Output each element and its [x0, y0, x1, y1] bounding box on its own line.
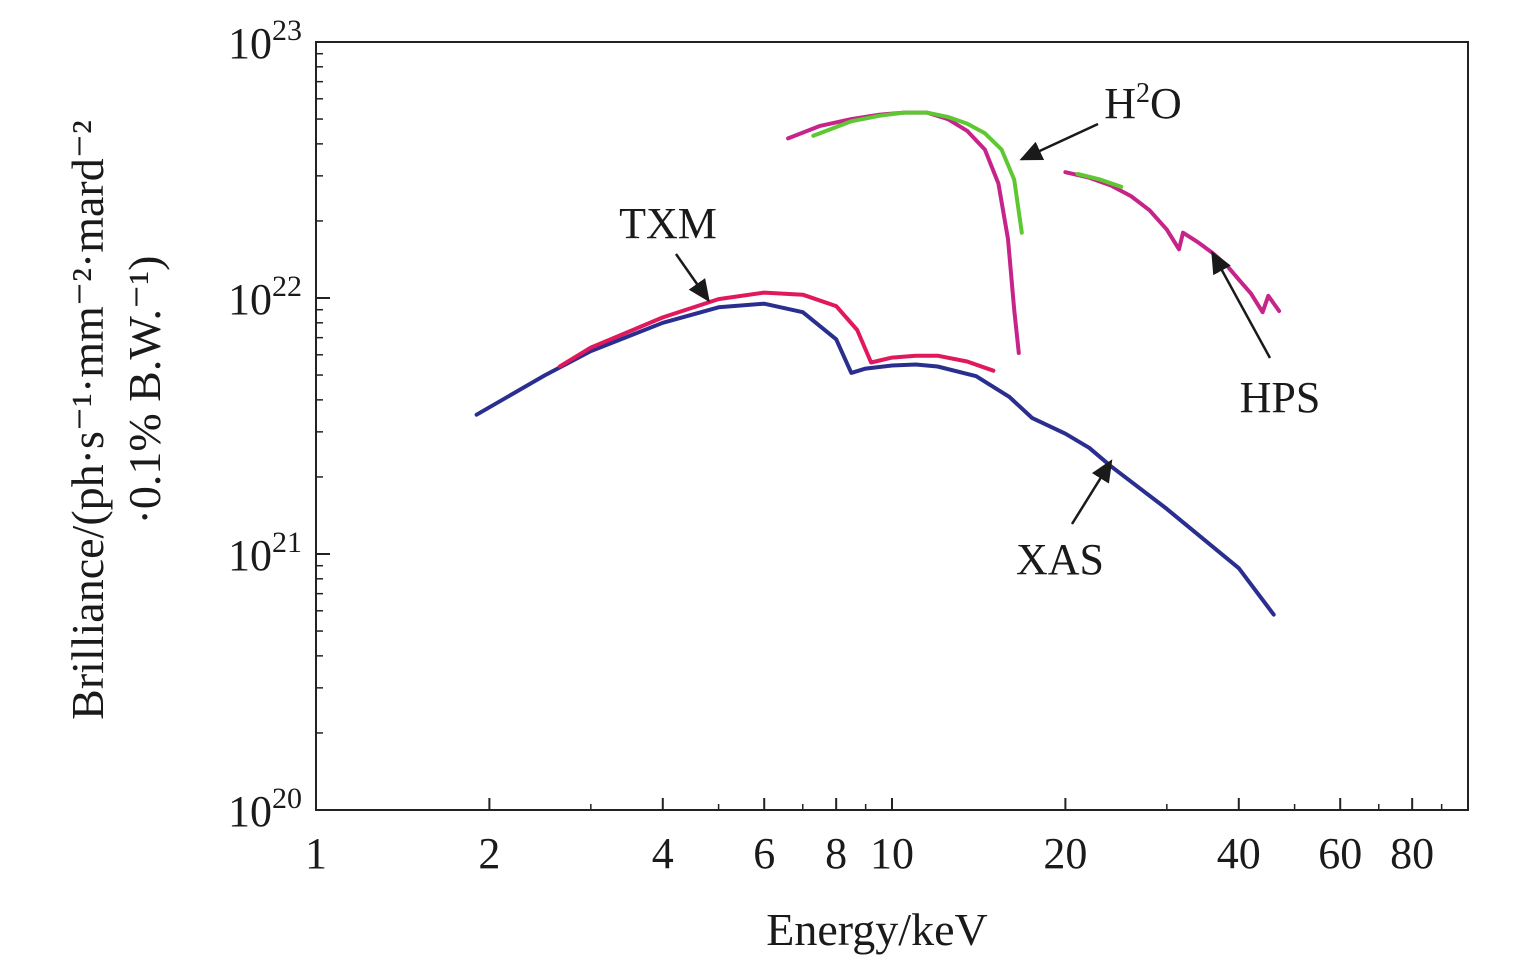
x-tick-label: 20: [1043, 829, 1087, 878]
series-line-h2o: [786, 110, 1021, 355]
x-tick-label: 4: [652, 829, 674, 878]
series-line-xas: [474, 301, 1276, 617]
annotation-label-xas: XAS: [1016, 535, 1104, 584]
x-tick-label: 60: [1318, 829, 1362, 878]
annotation-label-hps: HPS: [1240, 373, 1321, 422]
annotation-label-txm: TXM: [619, 199, 717, 248]
x-tick-label: 2: [478, 829, 500, 878]
annotation-arrow-hps: [1211, 250, 1272, 359]
x-axis-title: Energy/keV: [766, 904, 987, 955]
x-tick-label: 1: [305, 829, 327, 878]
x-tick-label: 6: [753, 829, 775, 878]
y-tick-label: 1020: [228, 782, 302, 836]
plot-frame: [315, 41, 1469, 811]
series-line-h2o: [811, 110, 1024, 235]
x-tick-label: 8: [825, 829, 847, 878]
series-line-txm: [557, 290, 996, 373]
x-tick-label: 40: [1217, 829, 1261, 878]
series-line-hps: [1063, 170, 1282, 315]
annotation-arrow-h2o: [1019, 122, 1099, 161]
annotation-label-h2o: H2O: [1104, 78, 1182, 128]
series-line-hps: [1075, 172, 1124, 189]
y-axis-title-line2: ·0.1% B.W.⁻¹): [119, 256, 170, 525]
y-tick-label: 1023: [228, 14, 302, 68]
y-tick-label: 1022: [228, 270, 302, 324]
annotation-arrow-txm: [674, 253, 710, 303]
axes: 1 2 4 6 8 10 20 40 60 801020102110221023Energy/ke…: [62, 14, 1469, 955]
x-tick-label: 80: [1390, 829, 1434, 878]
x-tick-label: 10: [870, 829, 914, 878]
annotation-arrow-xas: [1070, 459, 1113, 525]
series-layer: [474, 110, 1282, 617]
y-axis-title-line1: Brilliance/(ph·s⁻¹·mm⁻²·mard⁻²: [62, 120, 113, 720]
y-tick-label: 1021: [228, 526, 302, 580]
annotations: TXM XAS HPS H2O: [619, 78, 1320, 584]
